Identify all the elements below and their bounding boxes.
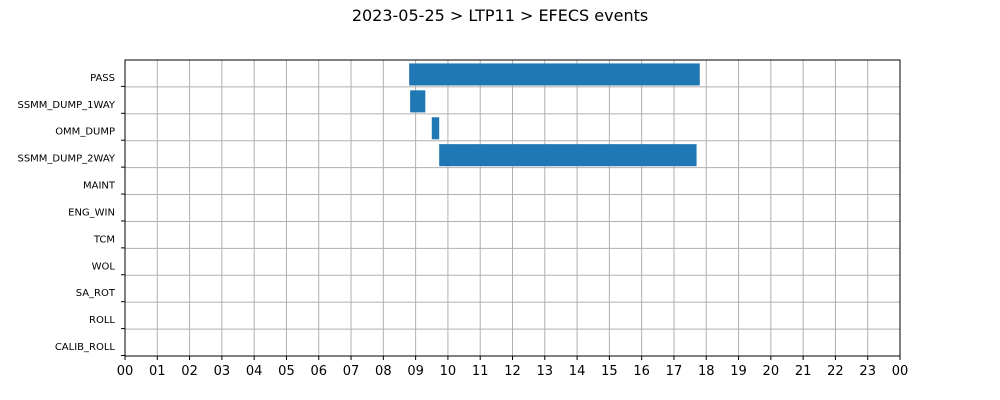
x-tick-label: 20 [763, 364, 780, 379]
x-tick-label: 17 [666, 364, 683, 379]
y-tick-label: SA_ROT [76, 288, 116, 299]
y-tick-label: SSMM_DUMP_1WAY [17, 100, 115, 111]
x-tick-label: 03 [214, 364, 231, 379]
event-bar [409, 63, 700, 86]
x-tick-label: 11 [472, 364, 489, 379]
chart-title: 2023-05-25 > LTP11 > EFECS events [351, 6, 649, 25]
x-tick-label: 19 [730, 364, 747, 379]
y-tick-label: CALIB_ROLL [55, 342, 116, 353]
y-tick-label: WOL [92, 261, 116, 272]
y-tick-label: TCM [93, 234, 115, 245]
x-tick-label: 06 [310, 364, 327, 379]
x-tick-label: 00 [117, 364, 134, 379]
x-tick-label: 13 [537, 364, 554, 379]
x-tick-label: 12 [504, 364, 521, 379]
x-tick-label: 04 [246, 364, 263, 379]
x-tick-label: 23 [859, 364, 876, 379]
x-tick-label: 22 [827, 364, 844, 379]
event-bar [439, 144, 697, 167]
y-axis: PASS SSMM_DUMP_1WAY OMM_DUMP SSMM_DUMP_2WAY… [17, 73, 125, 356]
x-tick-label: 21 [795, 364, 812, 379]
y-tick-label: PASS [90, 73, 115, 84]
x-tick-label: 07 [343, 364, 360, 379]
x-tick-label: 08 [375, 364, 392, 379]
x-tick-label: 02 [181, 364, 198, 379]
y-tick-label: OMM_DUMP [55, 127, 115, 138]
x-tick-label: 10 [440, 364, 457, 379]
x-tick-label: 14 [569, 364, 586, 379]
x-tick-label: 15 [601, 364, 618, 379]
x-tick-label: 09 [407, 364, 424, 379]
y-tick-label: MAINT [83, 181, 116, 192]
y-tick-label: SSMM_DUMP_2WAY [17, 154, 115, 165]
x-tick-label: 01 [149, 364, 166, 379]
x-axis: 00 01 02 03 04 05 06 07 08 09 10 11 12 13 14 15 16 17 18 19… [117, 356, 909, 379]
event-bar [410, 90, 426, 113]
y-tick-label: ENG_WIN [68, 207, 115, 218]
y-tick-label: ROLL [89, 315, 115, 326]
x-tick-label: 00 [892, 364, 909, 379]
x-tick-label: 05 [278, 364, 295, 379]
x-tick-label: 18 [698, 364, 715, 379]
event-bar [431, 117, 440, 140]
grid-layer [124, 60, 901, 356]
bar-layer [409, 63, 700, 167]
x-tick-label: 16 [633, 364, 650, 379]
